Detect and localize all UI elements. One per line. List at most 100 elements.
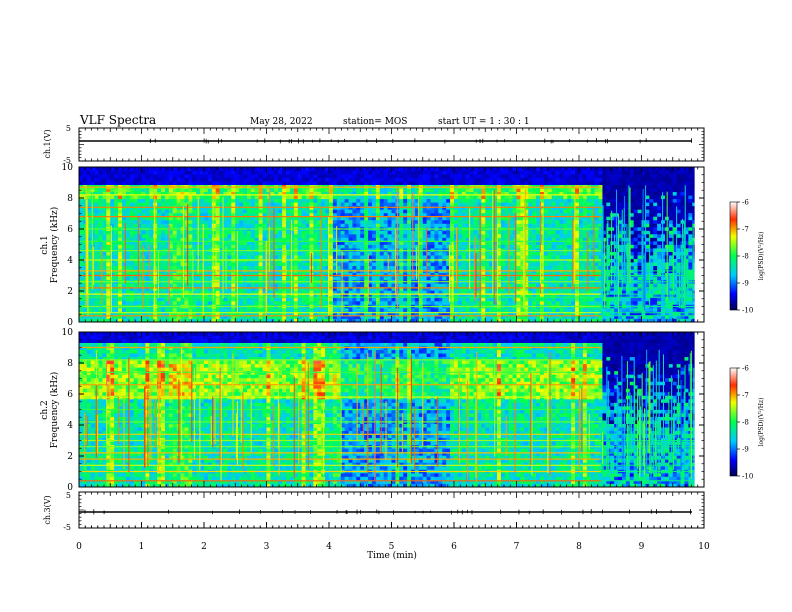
- spectrogram-cell: [215, 262, 221, 267]
- spectrogram-cell: [293, 202, 299, 207]
- spectrogram-cell: [243, 174, 248, 178]
- spectrogram-cell: [227, 262, 232, 267]
- spectrogram-cell: [231, 198, 236, 203]
- spectrogram-cell: [450, 212, 455, 217]
- spectrogram-cell: [243, 233, 248, 238]
- spectrogram-cell: [446, 318, 451, 322]
- spectrogram-cell: [172, 318, 178, 322]
- spectrogram-cell: [278, 195, 283, 200]
- spectrogram-cell: [301, 209, 306, 214]
- spectrogram-cell: [192, 307, 197, 312]
- spectrogram-cell: [274, 283, 279, 288]
- spectrogram-cell: [352, 170, 357, 175]
- spectrogram-cell: [250, 223, 256, 228]
- spectrogram-cell: [129, 202, 135, 207]
- spectrogram-cell: [309, 283, 314, 288]
- spectrogram-cell: [98, 167, 103, 171]
- spectrogram-cell: [204, 216, 209, 221]
- spectrogram-cell: [329, 202, 334, 207]
- spectrogram-cell: [446, 255, 451, 259]
- spectrogram-cell: [102, 170, 107, 175]
- spectrogram-cell: [321, 314, 326, 319]
- spectrogram-cell: [102, 240, 107, 245]
- spectrogram-cell: [164, 311, 170, 316]
- spectrogram-cell: [133, 237, 138, 242]
- spectrogram-cell: [94, 318, 99, 322]
- spectrogram-cell: [438, 262, 443, 267]
- spectrogram-cell: [266, 237, 271, 242]
- spectrogram-cell: [270, 300, 275, 305]
- spectrogram-cell: [188, 170, 193, 175]
- spectrogram-cell: [379, 307, 385, 312]
- spectrogram-cell: [297, 188, 303, 193]
- spectrogram-cell: [274, 293, 279, 298]
- spectrogram-cell: [422, 170, 428, 175]
- spectrogram-cell: [258, 265, 263, 270]
- spectrogram-cell: [223, 290, 228, 295]
- spectrogram-cell: [383, 230, 388, 235]
- spectrogram-cell: [356, 255, 361, 259]
- spectrogram-cell: [266, 191, 271, 196]
- spectrogram-cell: [82, 300, 88, 305]
- spectrogram-cell: [266, 311, 271, 316]
- spectrogram-cell: [297, 244, 303, 249]
- spectrogram-cell: [184, 265, 189, 270]
- spectrogram-cell: [133, 216, 138, 221]
- spectrogram-cell: [469, 290, 474, 295]
- spectrogram-cell: [364, 170, 369, 175]
- spectrogram-cell: [442, 167, 447, 171]
- spectrogram-cell: [129, 181, 135, 186]
- spectrogram-cell: [438, 216, 443, 221]
- spectrogram-cell: [399, 212, 404, 217]
- spectrogram-cell: [121, 290, 127, 295]
- spectrogram-cell: [102, 248, 107, 252]
- spectrogram-cell: [352, 251, 357, 256]
- spectrogram-cell: [223, 240, 228, 245]
- spectrogram-cell: [192, 167, 197, 171]
- spectrogram-cell: [297, 216, 303, 221]
- spectrogram-cell: [164, 216, 170, 221]
- ch1-ytick-top: 5: [66, 124, 71, 133]
- spectrogram-cell: [442, 293, 447, 298]
- spectrogram-cell: [465, 177, 471, 182]
- spectrogram-cell: [422, 216, 428, 221]
- spectrogram-cell: [223, 233, 228, 238]
- spectrogram-cell: [496, 283, 502, 288]
- spectrogram-cell: [434, 202, 439, 207]
- spectrogram-cell: [184, 223, 189, 228]
- spectrogram-cell: [426, 286, 431, 291]
- spectrogram-cell: [82, 177, 88, 182]
- spectrogram-cell: [360, 240, 365, 245]
- ch1-spectrogram: [79, 167, 704, 322]
- spectrogram-cell: [457, 212, 463, 217]
- spectrogram-cell: [231, 300, 236, 305]
- spectrogram-cell: [239, 290, 244, 295]
- spectrogram-cell: [79, 311, 84, 316]
- spectrogram-cell: [262, 276, 267, 281]
- spectrogram-cell: [266, 290, 271, 295]
- spectrogram-cell: [246, 311, 252, 316]
- spectrogram-cell: [200, 255, 205, 259]
- spectrogram-cell: [106, 195, 111, 200]
- spectrogram-cell: [106, 318, 111, 322]
- spectrogram-cell: [391, 251, 396, 256]
- spectrogram-cell: [184, 251, 189, 256]
- spectrogram-cell: [368, 311, 373, 316]
- spectrogram-cell: [403, 181, 408, 186]
- spectrogram-cell: [79, 237, 84, 242]
- spectrogram-cell: [375, 251, 381, 256]
- spectrogram-cell: [340, 240, 346, 245]
- spectrogram-cell: [243, 202, 248, 207]
- spectrogram-cell: [383, 255, 388, 259]
- spectrogram-cell: [274, 240, 279, 245]
- spectrogram-cell: [246, 233, 252, 238]
- spectrogram-cell: [219, 286, 224, 291]
- spectrogram-cell: [262, 240, 267, 245]
- spectrogram-cell: [172, 230, 178, 235]
- spectrogram-cell: [184, 181, 189, 186]
- spectrogram-cell: [161, 286, 166, 291]
- spectrogram-cell: [293, 209, 299, 214]
- spectrogram-cell: [211, 283, 217, 288]
- spectrogram-cell: [446, 195, 451, 200]
- spectrogram-cell: [489, 191, 494, 196]
